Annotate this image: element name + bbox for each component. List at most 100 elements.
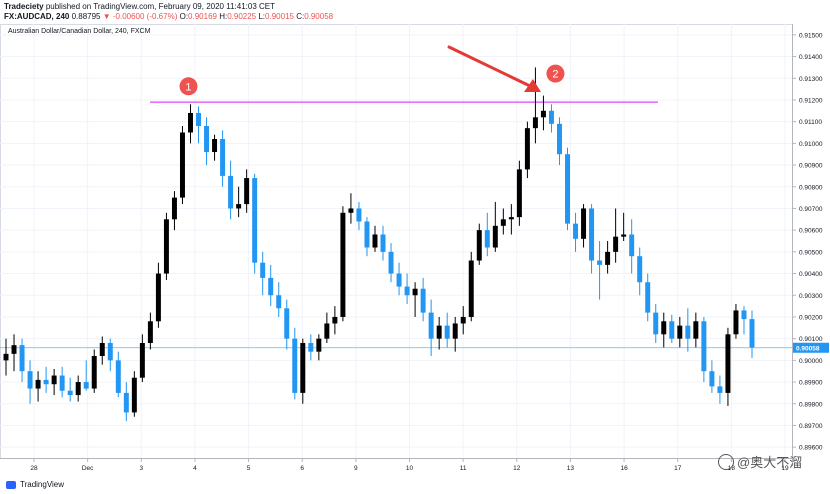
candle-body [701,321,707,372]
price-axis[interactable]: 0.91500 0.91400 0.91300 0.91200 0.91100 0.910… [792,24,829,466]
time-axis[interactable]: 28 Dec 3 4 5 6 9 10 11 12 13 16 17 18 19 [0,458,792,472]
candle [268,264,274,307]
candle-body [717,386,723,393]
candle [581,204,587,248]
price-tick-label: 0.89600 [799,445,823,452]
candle [492,201,498,252]
candle-body [308,342,314,352]
candle-body [733,310,739,335]
price-tick-label: 0.90700 [799,206,823,213]
candle-body [340,212,346,317]
candle-body [91,356,97,389]
annotations-layer: 12 [179,45,565,96]
current-price-tag-label: 0.90058 [796,345,820,352]
candle [597,241,603,300]
candle [388,243,394,283]
time-tick-label: 12 [513,465,521,472]
price-tick-label: 0.90500 [799,249,823,256]
candle-body [677,325,683,339]
candle [733,303,739,339]
candle-body [621,234,627,237]
price-tick-label: 0.90300 [799,293,823,300]
candle [43,366,49,393]
candle [645,273,651,322]
candle [252,173,258,274]
candle-body [484,230,490,248]
candle-body [436,325,442,339]
price-tick-label: 0.90100 [799,336,823,343]
candle [332,306,338,335]
candle [396,262,402,296]
price-tick-label: 0.90600 [799,228,823,235]
candle [59,366,65,398]
candle [412,282,418,317]
time-tick-label: 18 [728,465,736,472]
candle-body [565,154,570,224]
open-value: 0.90169 [188,12,217,21]
candle [11,334,17,372]
candle [51,369,57,396]
candle-body [27,371,33,389]
candle-body [548,110,554,124]
candle-body [67,390,73,396]
candle [179,125,185,205]
candle [653,303,659,343]
candle-body [284,308,290,339]
candle [548,104,554,133]
candle-body [35,379,41,389]
candle-body [3,353,9,361]
candle-body [669,321,675,339]
candle [500,208,506,235]
candle-body [99,342,105,357]
candle-body [228,175,234,209]
candle-body [661,321,667,335]
candle [669,314,675,343]
candle-body [388,251,394,274]
candle-body [725,334,731,393]
time-tick-label: 11 [460,465,467,472]
candle [573,212,579,252]
price-tick-label: 0.89900 [799,380,823,387]
candle-body [324,323,330,339]
candle [340,206,346,322]
candle [701,316,707,383]
candle [605,241,611,274]
candle-body [276,295,282,309]
candle [508,204,514,235]
candle [476,223,482,265]
candle [468,251,474,322]
annotation-label: 2 [552,69,558,81]
time-tick-label: 9 [354,465,358,472]
candle-body [220,139,226,176]
candle [589,204,595,274]
candle [637,247,643,296]
candle-body [605,251,611,265]
candle-body [637,256,643,283]
candles-layer [3,67,755,422]
annotation-marker [546,64,565,83]
candle [540,95,546,131]
candle-body [364,221,370,248]
candle-body [212,139,218,153]
candle [324,312,330,343]
candle [123,382,129,422]
candle-body [452,323,458,339]
candle-body [300,342,306,393]
symbol-label: FX:AUDCAD, 240 [4,12,70,21]
candle-body [268,277,274,296]
candle [139,334,145,383]
time-tick-label: 5 [247,465,251,472]
candle-body [244,178,250,205]
price-tick-label: 0.90900 [799,163,823,170]
chart-title: Australian Dollar/Canadian Dollar, 240, … [8,28,151,35]
time-tick-label: 28 [30,465,38,472]
candle-body [204,125,210,153]
candle-body [685,325,691,339]
footer-brand[interactable]: TradingView [6,480,64,489]
candle [163,212,169,281]
candle-body [147,321,153,343]
candle [661,312,667,348]
candle [348,193,354,224]
candle [147,312,153,350]
